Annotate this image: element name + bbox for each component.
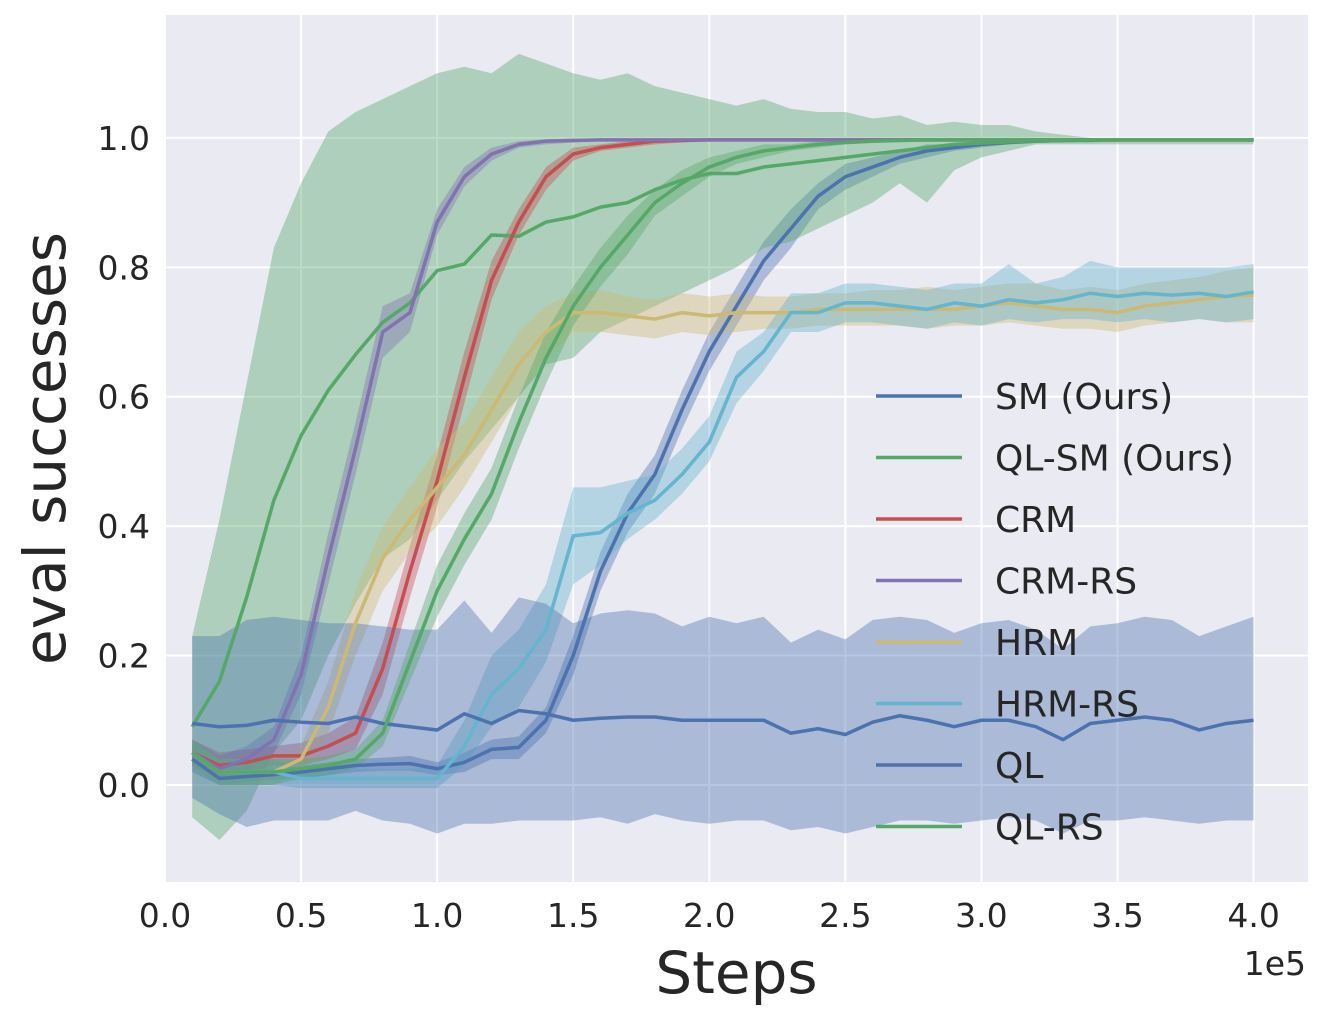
x-axis-label: Steps: [655, 939, 817, 1007]
x-tick-label: 0.0: [139, 896, 191, 935]
line-ql: [192, 708, 1254, 742]
y-tick-labels: 0.0 0.2 0.4 0.6 0.8 1.0: [98, 119, 150, 805]
band-hrm-rs: [192, 260, 1254, 789]
x-tick-label: 1.5: [547, 896, 599, 935]
legend-label-crm-rs: CRM-RS: [995, 562, 1137, 603]
x-tick-labels: 0.0 0.5 1.0 1.5 2.0 2.5 3.0 3.5 4.0: [139, 896, 1280, 935]
line-hrm-rs: [191, 290, 1254, 781]
line-ql-rs: [191, 138, 1254, 774]
band-ql: [192, 597, 1254, 834]
series-lines: [190, 138, 1254, 781]
y-axis-label: eval successes: [11, 232, 79, 665]
x-tick-label: 2.5: [819, 896, 871, 935]
legend-label-ql: QL: [995, 746, 1043, 787]
y-tick-label: 1.0: [98, 119, 150, 158]
x-tick-label: 4.0: [1227, 896, 1279, 935]
x-axis-offset-label: 1e5: [1244, 944, 1306, 983]
legend-label-crm: CRM: [995, 500, 1076, 541]
y-tick-label: 0.4: [98, 507, 150, 546]
legend-label-hrm-rs: HRM-RS: [995, 685, 1139, 726]
y-tick-label: 0.0: [98, 766, 150, 805]
legend-label-ql-sm-ours: QL-SM (Ours): [995, 439, 1234, 480]
band-ql-sm-ours: [192, 53, 1254, 840]
legend-label-hrm: HRM: [995, 623, 1078, 664]
x-tick-label: 2.0: [683, 896, 735, 935]
x-tick-label: 0.5: [275, 896, 327, 935]
y-tick-label: 0.2: [98, 637, 150, 676]
legend-label-ql-rs: QL-RS: [995, 808, 1104, 849]
x-tick-label: 3.0: [955, 896, 1007, 935]
x-tick-label: 3.5: [1091, 896, 1143, 935]
y-tick-label: 0.6: [98, 378, 150, 417]
x-tick-label: 1.0: [411, 896, 463, 935]
y-tick-label: 0.8: [98, 248, 150, 287]
legend-label-sm-ours: SM (Ours): [995, 377, 1173, 418]
legend: SM (Ours) QL-SM (Ours) CRM CRM-RS HRM HRM-RS Q…: [876, 377, 1234, 849]
line-hrm: [191, 293, 1254, 774]
grid-lines: [164, 15, 1308, 882]
